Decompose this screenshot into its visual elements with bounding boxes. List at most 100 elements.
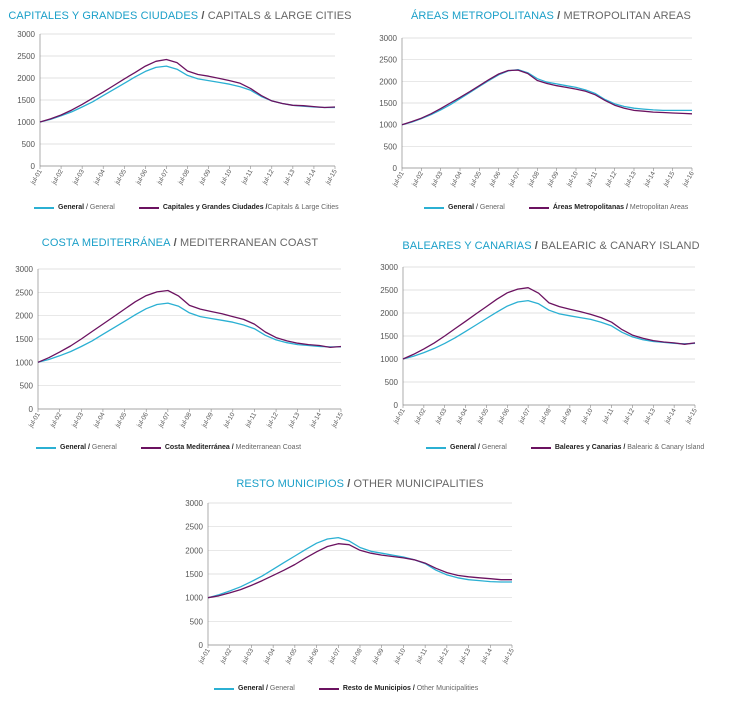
legend-swatch-general <box>214 687 234 690</box>
y-tick-label: 1500 <box>379 99 397 108</box>
legend-item-general: General / General <box>34 204 115 211</box>
series-line-general <box>37 302 341 363</box>
x-tick-label: jul-12 <box>265 411 280 429</box>
x-tick-label: jul-10 <box>222 411 237 429</box>
legend-swatch-general <box>36 446 56 449</box>
x-tick-label: jul-04 <box>449 170 464 188</box>
x-tick-label: jul-12 <box>436 647 451 665</box>
title-en: CAPITALS & LARGE CITIES <box>207 10 352 22</box>
x-tick-label: jul-06 <box>135 168 150 186</box>
y-tick-label: 2500 <box>379 56 397 65</box>
title-en: MEDITERRANEAN COAST <box>180 237 319 249</box>
legend-label-es: General / <box>450 444 480 451</box>
y-tick-label: 1000 <box>380 355 398 364</box>
y-tick-label: 0 <box>29 405 34 414</box>
title-es: BALEARES Y CANARIAS <box>402 240 532 252</box>
y-tick-label: 2500 <box>380 286 398 295</box>
x-tick-label: jul-05 <box>284 647 299 665</box>
series-line-general <box>402 299 696 360</box>
x-tick-label: jul-11 <box>585 170 599 188</box>
legend-swatch-segment <box>530 446 551 449</box>
x-tick-label: jul-07 <box>328 647 343 665</box>
legend-swatch-segment <box>528 206 549 209</box>
title-en: OTHER MUNICIPALITIES <box>353 478 484 490</box>
chart-legend: General / General Resto de Municipios / … <box>214 685 502 692</box>
legend-item-general: General / General <box>424 204 505 211</box>
legend-swatch-segment <box>318 687 339 690</box>
series-line-segment <box>207 543 512 599</box>
series-line-general <box>401 68 692 126</box>
x-tick-label: jul-15 <box>324 168 339 186</box>
chart-title: ÁREAS METROPOLITANAS / METROPOLITAN AREA… <box>411 10 691 22</box>
title-es: COSTA MEDITERRÁNEA <box>41 237 171 249</box>
y-tick-label: 2500 <box>15 288 33 297</box>
legend-label-en: General <box>91 444 117 451</box>
x-tick-label: jul-15 <box>684 407 699 425</box>
chart-title: BALEARES Y CANARIAS / BALEARIC & CANARY … <box>402 240 700 252</box>
chart-title: COSTA MEDITERRÁNEA / MEDITERRANEAN COAST <box>41 237 319 249</box>
legend-swatch-general <box>34 206 54 209</box>
legend-label-en: General <box>269 685 295 692</box>
series-line-general <box>207 536 512 599</box>
x-tick-label: jul-16 <box>681 170 696 188</box>
legend-label-en: General <box>481 444 507 451</box>
x-tick-label: jul-12 <box>261 168 276 186</box>
chart-panel-metropolitan: ÁREAS METROPOLITANAS / METROPOLITAN AREA… <box>360 0 742 225</box>
legend-label-es: General <box>58 204 85 211</box>
x-tick-label: jul-05 <box>469 170 484 188</box>
title-es: RESTO MUNICIPIOS <box>236 478 345 490</box>
x-tick-label: jul-05 <box>114 168 129 186</box>
legend-label-es: Áreas Metropolitanas / <box>552 204 628 211</box>
legend-label-en: Balearic & Canary Island <box>627 444 705 451</box>
legend-label-en: General <box>89 204 115 211</box>
x-tick-label: jul-08 <box>527 170 542 188</box>
legend-item-segment: Capitales y Grandes Ciudades / Capitals &… <box>138 204 339 211</box>
title-es: ÁREAS METROPOLITANAS <box>411 10 554 22</box>
x-tick-label: jul-07 <box>507 170 522 188</box>
legend-label-es: Costa Mediterránea / <box>164 444 234 451</box>
y-tick-label: 0 <box>31 162 36 171</box>
legend-label-en: Other Municipalities <box>416 685 479 692</box>
chart-legend: General / General Áreas Metropolitanas /… <box>424 204 712 211</box>
x-tick-label: jul-05 <box>476 407 491 425</box>
x-tick-label: jul-15 <box>501 647 516 665</box>
legend-label-en: Metropolitan Areas <box>629 204 689 211</box>
x-tick-label: jul-08 <box>179 411 194 429</box>
x-tick-label: jul-12 <box>604 170 619 188</box>
x-tick-label: jul-12 <box>622 407 637 425</box>
x-tick-label: jul-05 <box>114 411 129 429</box>
legend-swatch-segment <box>140 446 161 449</box>
legend-label-en: Capitals & Large Cities <box>267 204 339 211</box>
x-tick-label: jul-09 <box>546 170 561 188</box>
x-tick-label: jul-04 <box>92 411 107 429</box>
x-tick-label: jul-13 <box>458 647 473 665</box>
chart-legend: General / General Capitales y Grandes Ci… <box>34 204 363 211</box>
y-tick-label: 1500 <box>15 335 33 344</box>
x-tick-label: jul-04 <box>92 168 107 186</box>
x-tick-label: jul-09 <box>200 411 215 429</box>
title-en: METROPOLITAN AREAS <box>563 10 691 22</box>
title-en: BALEARIC & CANARY ISLAND <box>541 240 700 252</box>
legend-item-segment: Costa Mediterránea / Mediterranean Coast <box>140 444 301 451</box>
x-tick-label: jul-11 <box>415 647 429 665</box>
chart-panel-other-municipalities: RESTO MUNICIPIOS / OTHER MUNICIPALITIES … <box>160 470 560 702</box>
chart-panel-mediterranean: COSTA MEDITERRÁNEA / MEDITERRANEAN COAST… <box>0 230 360 460</box>
series-line-general <box>39 65 335 123</box>
y-tick-label: 2000 <box>379 77 397 86</box>
x-tick-label: jul-09 <box>371 647 386 665</box>
chart-title: RESTO MUNICIPIOS / OTHER MUNICIPALITIES <box>236 478 484 490</box>
x-tick-label: jul-14 <box>643 170 658 188</box>
x-tick-label: jul-06 <box>497 407 512 425</box>
y-tick-label: 2500 <box>185 523 203 532</box>
y-tick-label: 1500 <box>17 96 35 105</box>
x-tick-label: jul-08 <box>177 168 192 186</box>
x-tick-label: jul-15 <box>662 170 677 188</box>
x-tick-label: jul-03 <box>434 407 449 425</box>
y-tick-label: 2000 <box>380 309 398 318</box>
x-tick-label: jul-11 <box>601 407 615 425</box>
y-tick-label: 2000 <box>17 74 35 83</box>
y-tick-label: 500 <box>22 140 36 149</box>
